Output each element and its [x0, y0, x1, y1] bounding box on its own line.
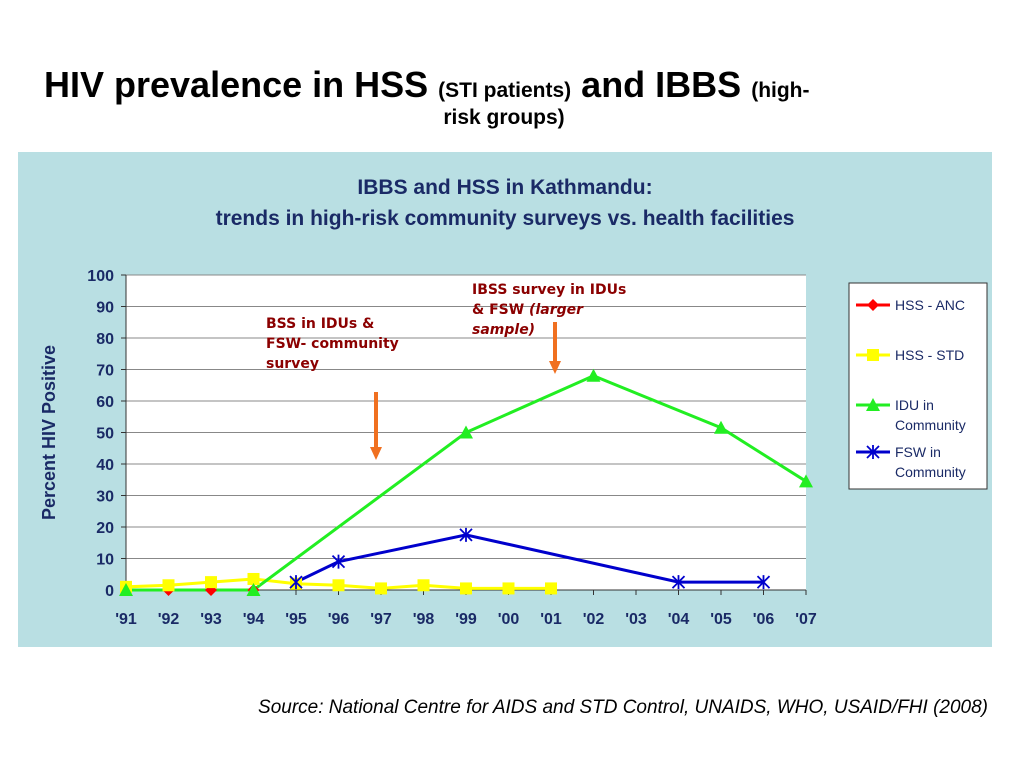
data-point	[417, 579, 430, 592]
legend-marker	[866, 398, 880, 411]
data-point	[460, 582, 472, 595]
y-tick-label: 100	[87, 268, 114, 285]
source-note: Source: National Centre for AIDS and STD…	[258, 697, 988, 718]
chart-title-line-2: trends in high-risk community surveys vs…	[215, 207, 795, 230]
data-point	[545, 582, 557, 595]
series-line-idu-in-community	[126, 374, 807, 592]
legend: HSS - ANC HSS - STD IDU in Community FSW in C…	[848, 282, 988, 490]
plot-area: 0 10 20 30 40 50 60 70 80 90 100 '91 '92 '93 '94 '95 '96…	[39, 268, 817, 628]
legend-label: IDU in	[895, 397, 934, 413]
x-tick-label: '02	[583, 611, 605, 628]
legend-marker	[867, 299, 879, 311]
x-tick-label: '07	[795, 611, 817, 628]
legend-label: FSW in	[895, 444, 941, 460]
y-tick-label: 90	[96, 300, 114, 317]
data-point	[799, 474, 813, 488]
title-part-2: (STI patients)	[438, 79, 572, 102]
x-tick-label: '92	[158, 611, 180, 628]
x-tick-label: '04	[668, 611, 690, 628]
arrow-ibss	[549, 322, 561, 374]
slide-title: HIV prevalence in HSS (STI patients) and…	[44, 64, 944, 130]
y-axis-label: Percent HIV Positive	[39, 345, 59, 520]
legend-label: Community	[895, 417, 966, 433]
legend-label: HSS - STD	[895, 347, 964, 363]
legend-marker	[866, 445, 880, 459]
title-part-1: HIV prevalence in HSS	[44, 64, 439, 105]
y-tick-label: 30	[96, 489, 114, 506]
annotation-bss-text: survey	[266, 356, 319, 372]
arrow-head	[549, 361, 561, 374]
annotation-bss-text: FSW- community	[266, 336, 399, 352]
data-point	[671, 575, 686, 590]
y-tick-label: 60	[96, 394, 114, 411]
x-tick-label: '98	[413, 611, 435, 628]
y-tick-label: 80	[96, 331, 114, 348]
arrow-head	[370, 447, 382, 460]
data-point	[714, 420, 728, 434]
x-tick-label: '03	[625, 611, 647, 628]
data-point	[162, 579, 175, 592]
data-point	[586, 368, 601, 382]
y-tick-label: 50	[96, 426, 114, 443]
data-point	[289, 575, 303, 590]
y-tick-label: 0	[105, 583, 114, 600]
annotations: BSS in IDUs & FSW- community survey IBSS su…	[266, 282, 626, 460]
x-tick-label: '05	[710, 611, 732, 628]
x-tick-label: '06	[753, 611, 775, 628]
x-tick-label: '94	[243, 611, 265, 628]
chart-title-line-1: IBBS and HSS in Kathmandu:	[357, 176, 653, 199]
data-point	[331, 554, 346, 569]
y-tick-label: 10	[96, 552, 114, 569]
data-point	[246, 583, 261, 596]
chart-title: IBBS and HSS in Kathmandu: trends in hig…	[18, 172, 992, 234]
arrow-bss	[370, 392, 382, 460]
data-point	[375, 582, 387, 595]
data-point	[205, 576, 217, 589]
annotation-ibss-text: & FSW (larger	[472, 302, 584, 318]
x-tick-label: '91	[115, 611, 137, 628]
data-point	[502, 582, 515, 595]
data-point	[119, 583, 133, 596]
annotation-bss-text: BSS in IDUs &	[266, 316, 374, 332]
x-tick-label: '99	[455, 611, 477, 628]
x-tick-label: '00	[498, 611, 520, 628]
x-tick-label: '95	[285, 611, 307, 628]
y-tick-label: 40	[96, 457, 114, 474]
x-tick-label: '96	[328, 611, 350, 628]
data-point	[332, 579, 345, 592]
data-point	[756, 575, 771, 590]
annotation-ibss-text: sample)	[472, 322, 535, 338]
y-tick-label: 70	[96, 363, 114, 380]
legend-label: HSS - ANC	[895, 297, 965, 313]
data-point	[459, 425, 473, 439]
data-point	[459, 527, 473, 542]
x-tick-label: '93	[200, 611, 222, 628]
annotation-ibss-text: IBSS survey in IDUs	[472, 282, 626, 298]
data-point	[247, 572, 260, 585]
title-line-2: risk groups)	[443, 106, 565, 129]
legend-label: Community	[895, 464, 966, 480]
title-part-3: and IBBS	[571, 64, 752, 105]
x-tick-label: '97	[370, 611, 392, 628]
title-part-4: (high-	[751, 79, 810, 102]
legend-marker	[867, 349, 879, 361]
x-tick-label: '01	[540, 611, 562, 628]
y-tick-label: 20	[96, 520, 114, 537]
legend-box	[848, 282, 988, 490]
